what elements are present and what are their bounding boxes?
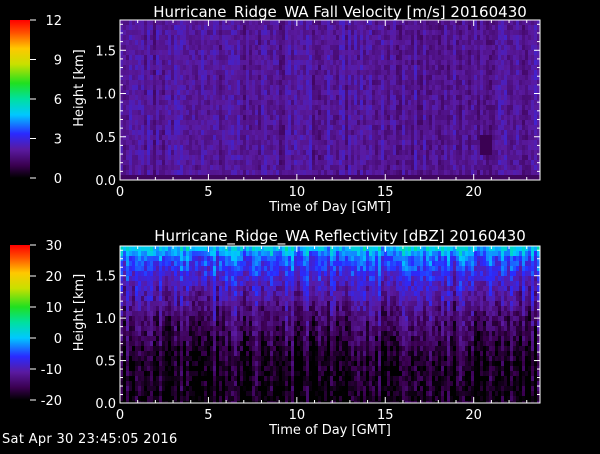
y-tick-label: 1.0	[95, 312, 116, 327]
colorbar-tick-label: 9	[54, 54, 62, 69]
x-tick-label: 5	[204, 185, 212, 200]
y-axis-label: Height [km]	[72, 274, 87, 351]
colorbar-tick-label: 3	[54, 133, 62, 148]
x-axis-label: Time of Day [GMT]	[268, 200, 391, 215]
timestamp-footer: Sat Apr 30 23:45:05 2016	[2, 432, 178, 447]
colorbar-tick-label: 0	[54, 332, 62, 347]
heatmap-field	[120, 246, 540, 403]
panel-reflectivity: 0 5 10 15 20 0.0 0.5 1.0 1.5 Hurricane_Ridge_WA R…	[10, 227, 540, 438]
y-tick-label: 0.5	[95, 131, 116, 146]
colorbar	[10, 245, 30, 400]
heatmap-field	[120, 20, 540, 180]
y-tick-label: 0.0	[95, 174, 116, 189]
y-tick-label: 1.5	[95, 270, 116, 285]
y-tick-label: 0.5	[95, 355, 116, 370]
colorbar-tick-label: 30	[45, 239, 62, 254]
x-tick-label: 20	[465, 408, 482, 423]
panel-fall-velocity: 0 5 10 15 20 0.0 0.5 1.0 1.5 Hurricane_Ridge_WA F…	[10, 3, 540, 215]
colorbar-tick-label: -10	[41, 363, 62, 378]
x-tick-label: 10	[289, 185, 306, 200]
x-tick-label: 0	[116, 408, 124, 423]
colorbar-tick-label: 6	[54, 93, 62, 108]
x-tick-label: 10	[289, 408, 306, 423]
colorbar-tick-label: 10	[45, 301, 62, 316]
colorbar-tick-label: 12	[45, 14, 62, 29]
colorbar-tick-label: 0	[54, 172, 62, 187]
colorbar-tick-label: 20	[45, 270, 62, 285]
x-tick-label: 15	[377, 408, 394, 423]
y-tick-label: 0.0	[95, 397, 116, 412]
chart-title: Hurricane_Ridge_WA Reflectivity [dBZ] 20…	[154, 227, 526, 246]
y-tick-label: 1.5	[95, 44, 116, 59]
x-axis-label: Time of Day [GMT]	[268, 423, 391, 438]
x-tick-label: 5	[204, 408, 212, 423]
colorbar-tick-label: -20	[41, 394, 62, 409]
colorbar	[10, 20, 30, 178]
y-tick-label: 1.0	[95, 88, 116, 103]
x-tick-label: 0	[116, 185, 124, 200]
x-tick-label: 20	[465, 185, 482, 200]
chart-title: Hurricane_Ridge_WA Fall Velocity [m/s] 2…	[153, 3, 527, 22]
y-axis-label: Height [km]	[72, 49, 87, 126]
x-tick-label: 15	[377, 185, 394, 200]
